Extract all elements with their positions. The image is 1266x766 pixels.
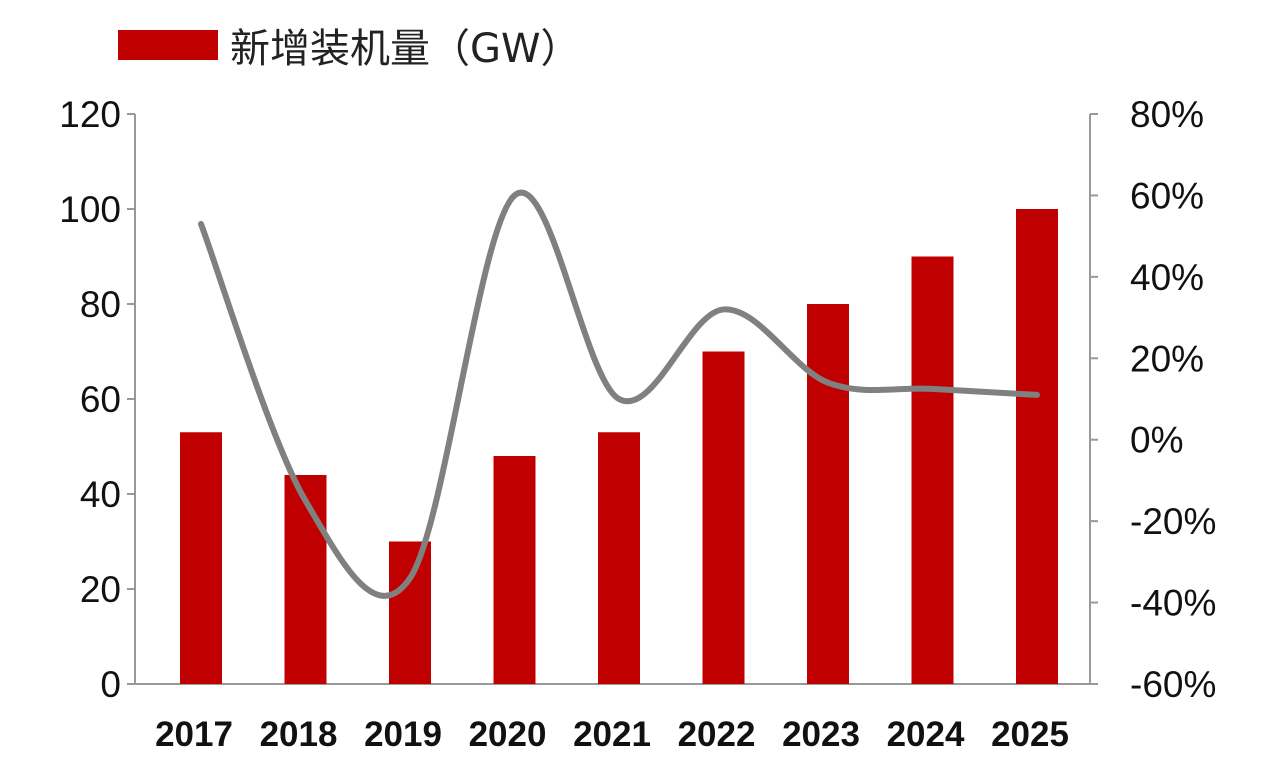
left-tick-label: 20 [80, 569, 121, 610]
left-tick-label: 80 [80, 284, 121, 325]
x-tick-label: 2021 [573, 715, 651, 754]
left-tick-label: 120 [59, 94, 121, 135]
x-tick-label: 2023 [782, 715, 860, 754]
bar-2022 [702, 351, 745, 684]
x-tick-label: 2019 [364, 715, 442, 754]
bar-2019 [389, 541, 431, 684]
legend-swatch [118, 30, 218, 60]
right-tick-label: 40% [1130, 257, 1204, 298]
x-tick-label: 2017 [155, 715, 233, 754]
right-tick-label: 60% [1130, 175, 1204, 216]
bar-2020 [493, 456, 536, 684]
x-tick-label: 2025 [991, 715, 1069, 754]
left-tick-label: 60 [80, 379, 121, 420]
x-tick-label: 2024 [887, 715, 965, 754]
growth-line [198, 189, 1040, 599]
x-tick-label: 2020 [469, 715, 547, 754]
bar-2021 [598, 432, 640, 684]
x-tick-label: 2022 [678, 715, 756, 754]
legend-label: 新增装机量（GW） [230, 26, 581, 72]
right-tick-label: -40% [1130, 583, 1216, 624]
left-tick-label: 40 [80, 474, 121, 515]
x-tick-label: 2018 [260, 715, 338, 754]
bar-2024 [911, 256, 954, 684]
left-tick-label: 100 [59, 189, 121, 230]
left-tick-label: 0 [100, 664, 121, 705]
bar-2017 [180, 432, 222, 684]
right-tick-label: -20% [1130, 501, 1216, 542]
right-tick-label: 0% [1130, 420, 1183, 461]
bar-2025 [1016, 209, 1058, 684]
bar-2023 [807, 304, 849, 684]
right-tick-label: -60% [1130, 664, 1216, 705]
right-tick-label: 20% [1130, 338, 1204, 379]
right-tick-label: 80% [1130, 94, 1204, 135]
bar-2018 [284, 475, 327, 684]
